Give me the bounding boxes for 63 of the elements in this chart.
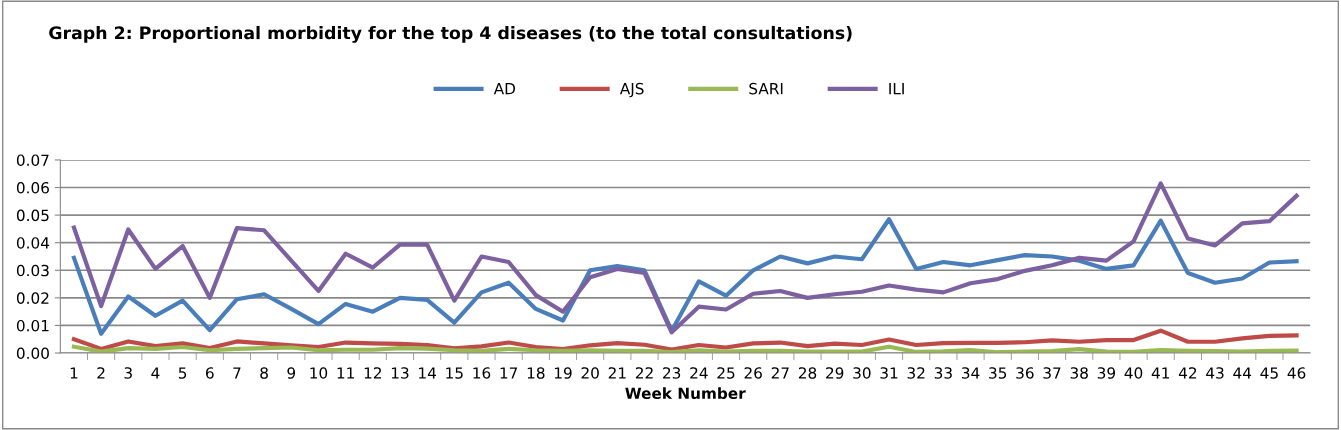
x-tick-label: 38 [1070,367,1088,379]
x-tick-label: 1 [70,367,78,379]
x-tick-label: 40 [1124,367,1143,379]
x-tick-label: 6 [205,367,214,379]
y-tick-label: 0.02 [16,292,49,304]
x-tick-label: 32 [907,367,925,379]
x-tick-label: 15 [446,367,463,379]
x-tick-label: 44 [1233,367,1252,379]
x-tick-label: 41 [1151,367,1170,379]
legend-label: SARI [749,82,783,95]
x-tick-label: 39 [1097,367,1116,379]
x-tick-label: 31 [880,367,898,379]
x-tick-label: 33 [934,367,952,379]
x-tick-label: 26 [744,367,762,379]
x-tick-label: 30 [853,367,871,379]
x-tick-label: 13 [391,367,409,379]
x-tick-label: 19 [554,367,572,379]
x-tick-label: 7 [233,367,241,379]
x-tick-label: 28 [798,367,817,379]
x-tick-label: 34 [961,367,980,379]
line-series [71,181,1299,335]
y-tick-label: 0.01 [16,319,49,332]
x-tick-label: 29 [826,367,844,379]
x-tick-label: 27 [771,367,789,379]
x-tick-label: 5 [178,367,187,379]
x-tick-label: 25 [717,367,735,379]
legend-label: AJS [619,82,644,98]
x-tick-label: 35 [989,367,1007,379]
x-tick-label: 4 [151,367,160,379]
x-tick-label: 8 [260,367,268,379]
x-tick-label: 21 [608,367,626,379]
x-tick-label: 10 [310,367,328,379]
x-tick-label: 45 [1260,367,1278,379]
x-tick-label: 2 [97,367,105,379]
y-tick-label: 0.05 [16,209,49,222]
x-tick-label: 14 [419,367,436,379]
x-tick-label: 20 [581,367,599,379]
x-tick-label: 17 [500,367,518,379]
x-tick-label: 46 [1287,367,1306,379]
line-series [71,217,1299,336]
x-tick-label: 16 [473,367,491,379]
y-tick-label: 0.04 [16,237,50,249]
x-tick-label: 36 [1016,367,1034,379]
x-tick-label: 43 [1206,367,1224,379]
x-tick-label: 18 [527,367,545,379]
x-tick-label: 12 [364,367,381,379]
x-tick-label: 11 [337,367,354,379]
x-tick-label: 42 [1178,367,1197,379]
y-tick-label: 0.03 [16,264,49,277]
y-tick-label: 0.07 [16,154,49,166]
legend-label: AD [493,83,516,95]
y-tick-label: 0.06 [16,182,49,194]
line-series [71,328,1299,352]
x-tick-label: 3 [124,367,132,379]
legend-label: ILI [889,83,904,95]
y-tick-label: 0.00 [16,347,49,360]
x-tick-label: 9 [287,367,296,379]
x-tick-label: 24 [690,367,708,379]
x-tick-label: 37 [1043,367,1061,379]
x-tick-label: 22 [635,367,653,379]
x-axis-title: Week Number [625,387,746,400]
x-tick-label: 23 [663,367,681,379]
chart-title: Graph 2: Proportional morbidity for the top 4 diseases (to the total consultations) [49,25,852,43]
